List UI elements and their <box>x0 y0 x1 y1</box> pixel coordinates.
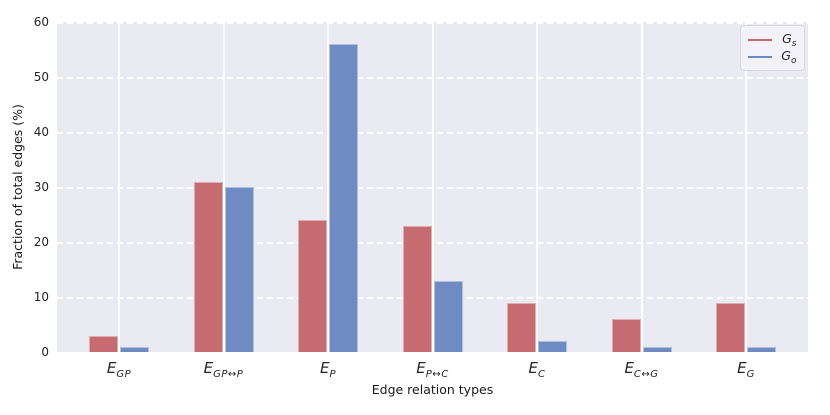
y-tick-label: 40 <box>33 125 49 139</box>
gridline-vertical <box>431 22 434 352</box>
bar-Go <box>224 187 254 352</box>
legend-line-swatch <box>748 38 772 41</box>
gridline-vertical <box>222 22 225 352</box>
bar-Gs <box>89 335 118 352</box>
gridline-vertical <box>536 22 538 352</box>
bar-Gs <box>193 181 223 352</box>
bar-Go <box>120 346 149 352</box>
x-tick-label: EP↔C <box>416 359 449 380</box>
bar-Gs <box>716 302 745 352</box>
x-tick-label: EG <box>737 359 755 380</box>
legend-item: Go <box>748 47 797 66</box>
gridline-vertical <box>640 22 643 352</box>
y-tick-label: 10 <box>33 290 49 304</box>
legend-label: Go <box>781 47 797 66</box>
y-tick-label: 20 <box>33 235 49 249</box>
y-tick-label: 0 <box>41 345 49 359</box>
legend-item: Gs <box>748 30 797 49</box>
legend-line-swatch <box>748 55 772 58</box>
legend: Gs Go <box>740 25 805 71</box>
x-tick-label: EC <box>528 359 546 380</box>
plot-area <box>57 22 808 352</box>
bar-Gs <box>402 225 432 352</box>
x-axis-label: Edge relation types <box>371 382 494 397</box>
legend-label: Gs <box>782 30 797 49</box>
y-tick-label: 50 <box>33 70 49 84</box>
x-tick-label: EGP <box>106 359 132 380</box>
gridline-vertical <box>327 22 329 352</box>
bar-Gs <box>611 319 641 352</box>
x-tick-label: EC↔G <box>624 359 659 380</box>
bar-Go <box>329 44 358 352</box>
bar-Go <box>433 280 463 352</box>
y-tick-label: 60 <box>33 15 49 29</box>
x-tick-label: EGP↔P <box>203 359 244 380</box>
gridline-vertical <box>745 22 747 352</box>
bar-Go <box>642 346 672 352</box>
bar-Go <box>538 341 567 352</box>
bar-Gs <box>507 302 536 352</box>
gridline-vertical <box>118 22 120 352</box>
y-tick-label: 30 <box>33 180 49 194</box>
bar-Gs <box>298 220 327 352</box>
x-tick-label: EP <box>319 359 336 380</box>
bar-Go <box>747 346 776 352</box>
